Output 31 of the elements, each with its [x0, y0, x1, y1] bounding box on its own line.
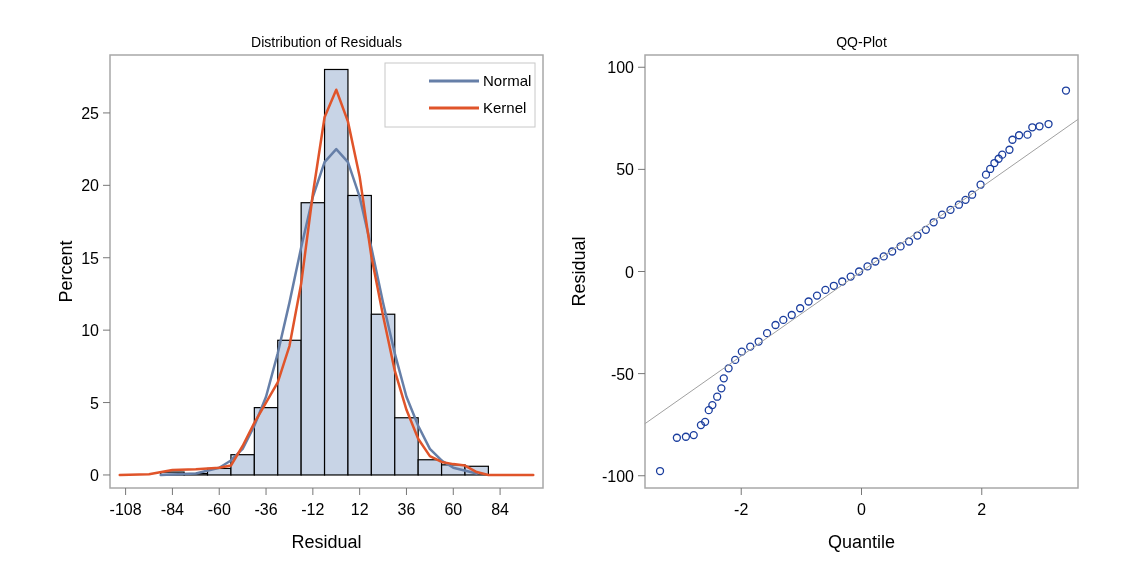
x-tick-label: -12	[301, 501, 325, 518]
x-tick-label: 84	[491, 501, 510, 518]
legend-label: Kernel	[483, 99, 527, 116]
y-tick-label: 5	[90, 394, 100, 412]
x-tick-label: -108	[109, 501, 142, 518]
x-tick-label: -60	[207, 501, 231, 518]
x-tick-label: 12	[350, 501, 369, 518]
y-axis-title: Residual	[569, 236, 589, 307]
chart-title: Distribution of Residuals	[251, 34, 402, 50]
y-tick-label: 50	[616, 161, 635, 179]
y-tick-label: -50	[610, 365, 635, 383]
y-tick-label: 25	[81, 104, 100, 122]
x-tick-label: -36	[254, 501, 278, 518]
y-tick-label: 0	[90, 466, 100, 484]
y-axis-title: Percent	[56, 240, 76, 303]
y-tick-label: 15	[81, 249, 100, 267]
legend-label: Normal	[483, 72, 532, 89]
y-tick-label: 100	[607, 59, 635, 77]
y-tick-label: -100	[601, 467, 635, 485]
x-tick-label: 60	[444, 501, 463, 518]
x-tick-label: -2	[734, 501, 749, 518]
y-tick-label: 10	[81, 322, 100, 340]
x-axis-title: Quantile	[827, 532, 896, 552]
chart-title: QQ-Plot	[836, 34, 887, 50]
x-axis-title: Residual	[291, 532, 362, 552]
x-tick-label: 2	[977, 501, 987, 518]
x-tick-label: 0	[857, 501, 867, 518]
y-tick-label: 20	[81, 177, 100, 195]
y-tick-label: 0	[625, 263, 635, 281]
x-tick-label: 36	[397, 501, 416, 518]
x-tick-label: -84	[160, 501, 185, 518]
